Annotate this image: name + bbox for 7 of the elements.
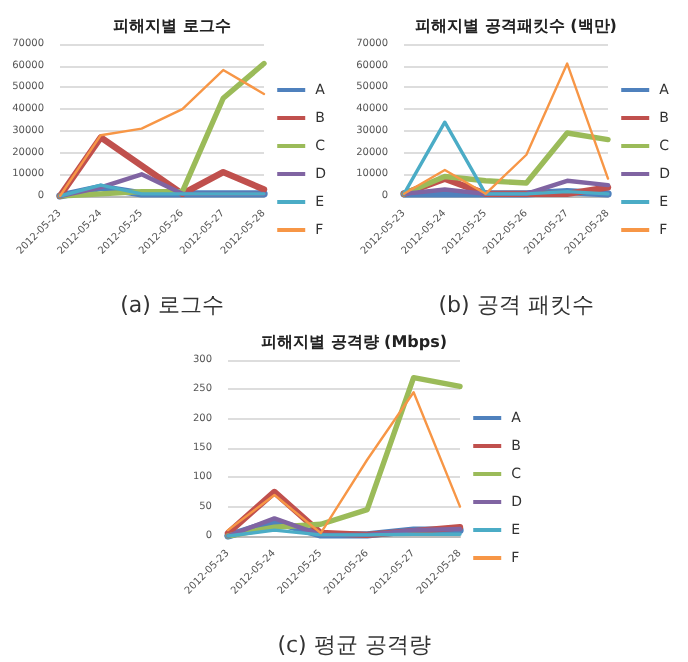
text: (b) 공격 패킷수: [438, 292, 594, 318]
chart-title: 피해지별 공격패킷수 (백만): [415, 17, 617, 35]
chart-title: 피해지별 로그수: [113, 17, 231, 35]
chart-title: 피해지별 공격량 (Mbps): [260, 333, 448, 351]
line-series: [402, 62, 610, 196]
text: (c) 평균 공격량: [277, 632, 431, 658]
text: (a) 로그수: [120, 292, 224, 318]
